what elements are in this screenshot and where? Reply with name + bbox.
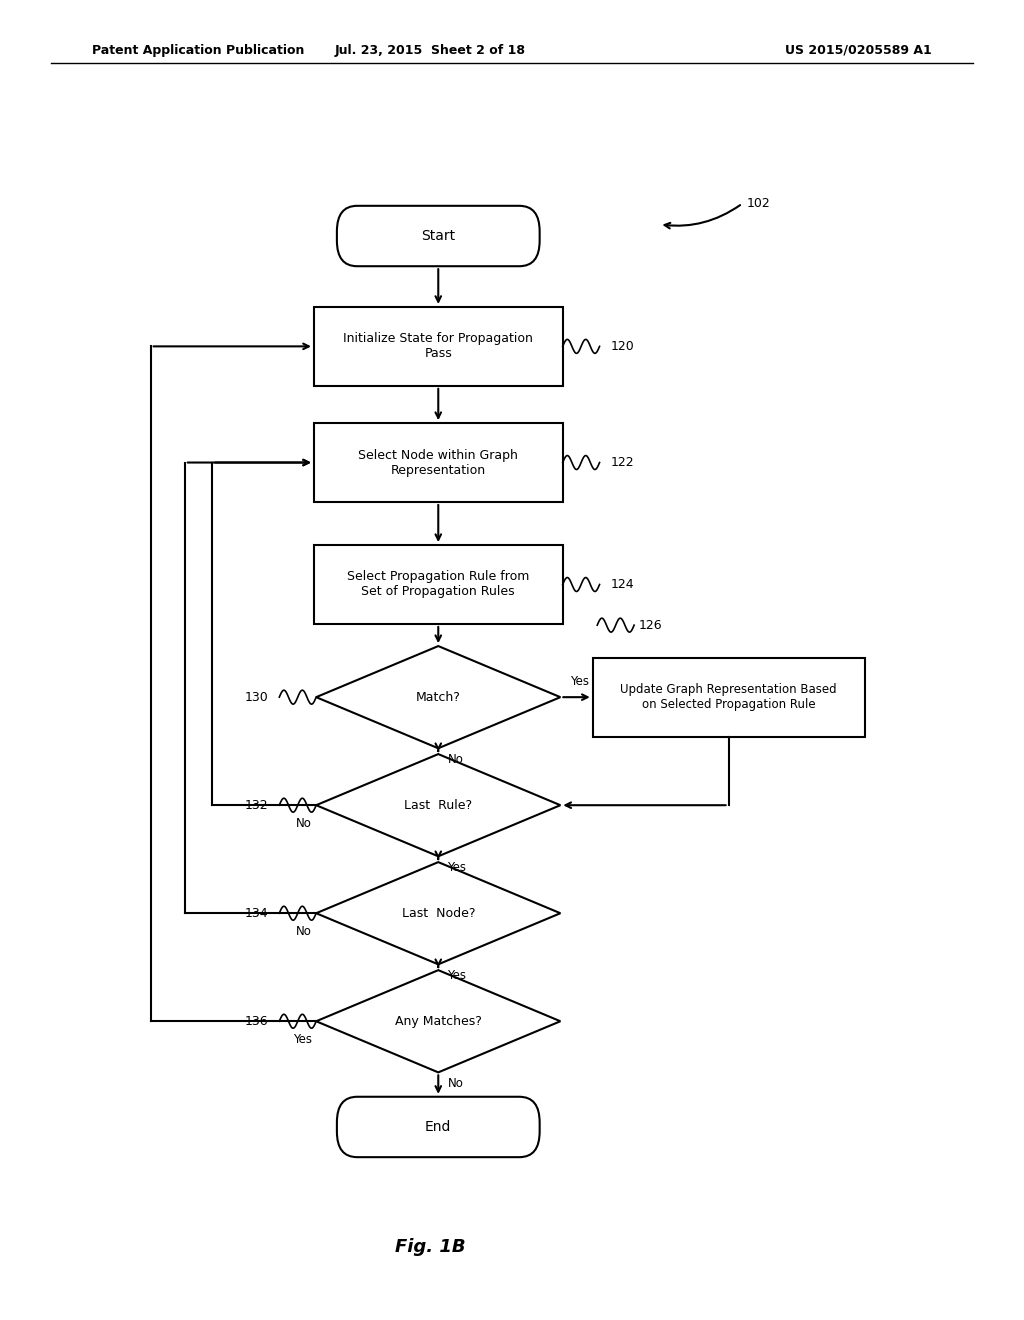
Polygon shape (316, 862, 560, 965)
Text: Match?: Match? (416, 690, 461, 704)
Polygon shape (316, 970, 560, 1072)
Text: End: End (425, 1119, 452, 1134)
Text: No: No (296, 817, 311, 830)
Text: Start: Start (421, 228, 456, 243)
Text: Jul. 23, 2015  Sheet 2 of 18: Jul. 23, 2015 Sheet 2 of 18 (335, 44, 525, 57)
Text: Initialize State for Propagation
Pass: Initialize State for Propagation Pass (343, 333, 534, 360)
Text: No: No (447, 1077, 464, 1090)
Text: 136: 136 (245, 1015, 268, 1028)
Bar (313, 422, 562, 502)
Bar (593, 657, 864, 737)
Text: Any Matches?: Any Matches? (395, 1015, 481, 1028)
Text: Last  Rule?: Last Rule? (404, 799, 472, 812)
FancyBboxPatch shape (337, 1097, 540, 1158)
Text: Yes: Yes (447, 861, 467, 874)
Polygon shape (316, 754, 560, 857)
Text: US 2015/0205589 A1: US 2015/0205589 A1 (785, 44, 932, 57)
Text: Patent Application Publication: Patent Application Publication (92, 44, 304, 57)
Text: Select Propagation Rule from
Set of Propagation Rules: Select Propagation Rule from Set of Prop… (347, 570, 529, 598)
Polygon shape (316, 645, 560, 748)
Text: 132: 132 (245, 799, 268, 812)
Bar (313, 545, 562, 624)
Text: No: No (296, 925, 311, 937)
Text: Update Graph Representation Based
on Selected Propagation Rule: Update Graph Representation Based on Sel… (621, 684, 837, 711)
Text: No: No (447, 752, 464, 766)
Text: 102: 102 (746, 197, 771, 210)
Text: 130: 130 (245, 690, 268, 704)
Text: Yes: Yes (293, 1032, 311, 1045)
Text: Last  Node?: Last Node? (401, 907, 475, 920)
Text: Fig. 1B: Fig. 1B (395, 1238, 465, 1257)
Text: 120: 120 (610, 339, 634, 352)
Text: 126: 126 (639, 619, 663, 632)
Text: 122: 122 (610, 455, 634, 469)
Text: 124: 124 (610, 578, 634, 591)
Bar (313, 306, 562, 385)
Text: Yes: Yes (569, 675, 589, 688)
Text: Select Node within Graph
Representation: Select Node within Graph Representation (358, 449, 518, 477)
Text: Yes: Yes (447, 969, 467, 982)
FancyBboxPatch shape (337, 206, 540, 267)
Text: 134: 134 (245, 907, 268, 920)
